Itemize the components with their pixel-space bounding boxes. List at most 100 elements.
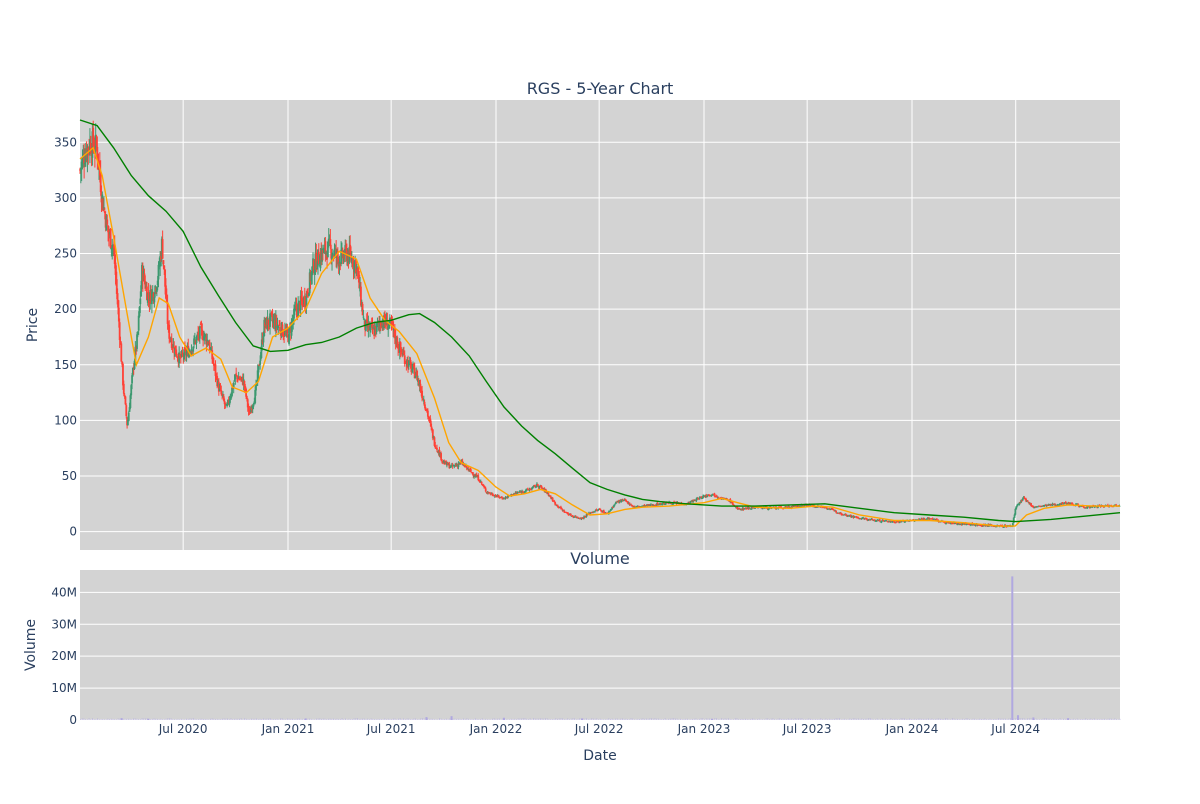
volume-bar — [1071, 719, 1073, 720]
candle-body — [713, 493, 716, 497]
volume-bar — [339, 719, 341, 720]
candle-body — [412, 365, 414, 368]
volume-bar — [261, 719, 263, 720]
volume-bar — [647, 718, 649, 720]
candle-body — [630, 504, 633, 506]
volume-bar — [481, 718, 483, 720]
candle-body — [702, 495, 704, 499]
candle-body — [689, 500, 692, 503]
candle-body — [117, 299, 119, 308]
volume-bar — [88, 718, 90, 720]
candle-body — [379, 321, 382, 327]
volume-bar — [743, 719, 745, 720]
volume-bar — [527, 719, 529, 720]
candle-body — [945, 523, 947, 525]
candle-body — [1063, 503, 1066, 505]
candle-body — [217, 381, 220, 392]
candle-body — [307, 293, 310, 297]
volume-bar — [921, 718, 923, 720]
candle-body — [426, 410, 429, 417]
candle-body — [178, 352, 181, 364]
volume-bar — [105, 719, 107, 720]
volume-bar — [909, 718, 911, 720]
volume-bar — [550, 719, 552, 720]
volume-bar — [1097, 718, 1099, 720]
candle-body — [193, 338, 195, 345]
volume-bar — [698, 718, 700, 720]
volume-bar — [898, 719, 900, 720]
volume-bar — [568, 719, 570, 720]
candle-body — [1052, 503, 1055, 505]
volume-bar — [93, 719, 95, 720]
candle-body — [423, 401, 426, 406]
volume-bar — [999, 718, 1001, 720]
volume-bar — [804, 719, 806, 720]
candle-body — [254, 389, 257, 404]
candle-body — [278, 324, 281, 326]
volume-bar — [138, 718, 140, 720]
volume-bar — [314, 719, 316, 720]
candle-body — [153, 297, 156, 303]
volume-y-axis-title: Volume — [23, 619, 39, 671]
candle-body — [956, 524, 959, 526]
volume-plot-area[interactable] — [80, 570, 1120, 720]
candle-body — [215, 374, 218, 376]
candle-body — [549, 495, 552, 497]
volume-bar — [680, 718, 682, 720]
volume-bar — [922, 718, 924, 720]
volume-bar — [264, 718, 266, 720]
candle-body — [429, 418, 432, 424]
volume-bar — [661, 719, 663, 720]
volume-bar — [440, 718, 442, 720]
volume-bar — [630, 718, 632, 720]
candle-body — [384, 313, 386, 323]
volume-bar — [1001, 718, 1003, 720]
candle-body — [99, 172, 102, 193]
volume-bar — [95, 719, 97, 720]
volume-bar — [103, 719, 105, 720]
candle-body — [283, 333, 285, 337]
volume-bar — [919, 718, 921, 720]
price-plot-area[interactable] — [80, 100, 1120, 550]
candle-body — [903, 521, 906, 523]
volume-bar — [639, 719, 641, 720]
candle-body — [233, 379, 236, 382]
candle-body — [848, 515, 851, 517]
x-axis-ticks: Jul 2020 Jan 2021 Jul 2021 Jan 2022 Jul 2022… — [158, 722, 1040, 736]
volume-bar — [733, 719, 735, 720]
volume-bar — [1032, 719, 1034, 720]
x-tick-label: Jan 2024 — [885, 722, 939, 736]
volume-bar — [820, 718, 822, 720]
candle-body — [307, 292, 309, 295]
volume-bar — [510, 718, 512, 720]
candle-body — [835, 510, 837, 513]
volume-bar — [982, 718, 984, 720]
volume-bar — [444, 719, 446, 720]
volume-bar — [305, 718, 307, 720]
candle-body — [497, 495, 500, 497]
candle-body — [378, 322, 381, 324]
candle-body — [826, 508, 828, 510]
volume-bar — [232, 719, 234, 720]
candle-body — [531, 486, 534, 489]
candle-body — [935, 518, 938, 521]
candle-body — [386, 319, 389, 330]
volume-bar — [288, 718, 290, 720]
volume-bar — [252, 718, 254, 720]
volume-bar — [890, 718, 892, 720]
volume-bar — [524, 718, 526, 720]
volume-bar — [397, 718, 399, 720]
volume-bar — [755, 719, 757, 720]
candle-body — [229, 397, 232, 400]
volume-bar — [124, 718, 126, 720]
candle-body — [624, 499, 627, 501]
volume-bar — [900, 718, 902, 720]
candle-body — [595, 509, 598, 511]
volume-bar — [170, 718, 172, 720]
candle-body — [1032, 506, 1035, 508]
candle-body — [557, 506, 560, 508]
candle-body — [137, 315, 140, 331]
candle-body — [1013, 514, 1016, 518]
candle-body — [874, 520, 876, 522]
volume-bar — [160, 718, 162, 720]
